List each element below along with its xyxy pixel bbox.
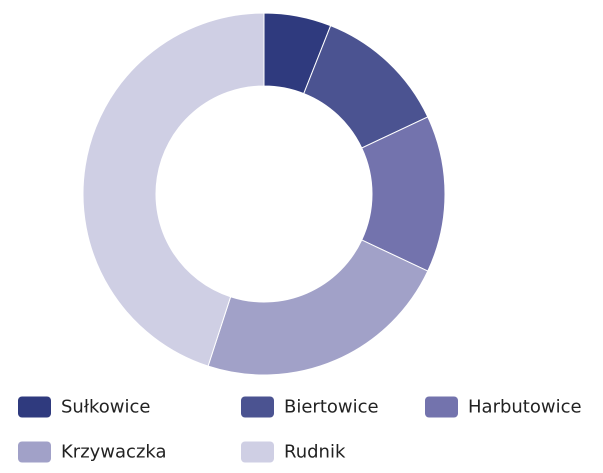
legend-swatch-3 <box>18 441 51 463</box>
legend-item-0[interactable]: Sułkowice <box>18 396 150 418</box>
legend-swatch-0 <box>18 396 51 418</box>
legend-label-0: Sułkowice <box>61 397 150 418</box>
legend-item-2[interactable]: Harbutowice <box>425 396 582 418</box>
legend-item-3[interactable]: Krzywaczka <box>18 441 167 463</box>
legend: Sułkowice Biertowice Harbutowice Krzywaczka… <box>18 396 582 463</box>
legend-swatch-4 <box>241 441 274 463</box>
legend-item-1[interactable]: Biertowice <box>241 396 379 418</box>
donut-slices <box>82 12 446 376</box>
legend-swatch-2 <box>425 396 458 418</box>
legend-label-1: Biertowice <box>284 397 379 418</box>
slice-3[interactable] <box>207 239 429 376</box>
legend-swatch-1 <box>241 396 274 418</box>
legend-label-3: Krzywaczka <box>61 442 167 463</box>
legend-label-4: Rudnik <box>284 442 346 463</box>
slice-4[interactable] <box>82 12 265 367</box>
legend-item-4[interactable]: Rudnik <box>241 441 346 463</box>
legend-label-2: Harbutowice <box>468 397 582 418</box>
